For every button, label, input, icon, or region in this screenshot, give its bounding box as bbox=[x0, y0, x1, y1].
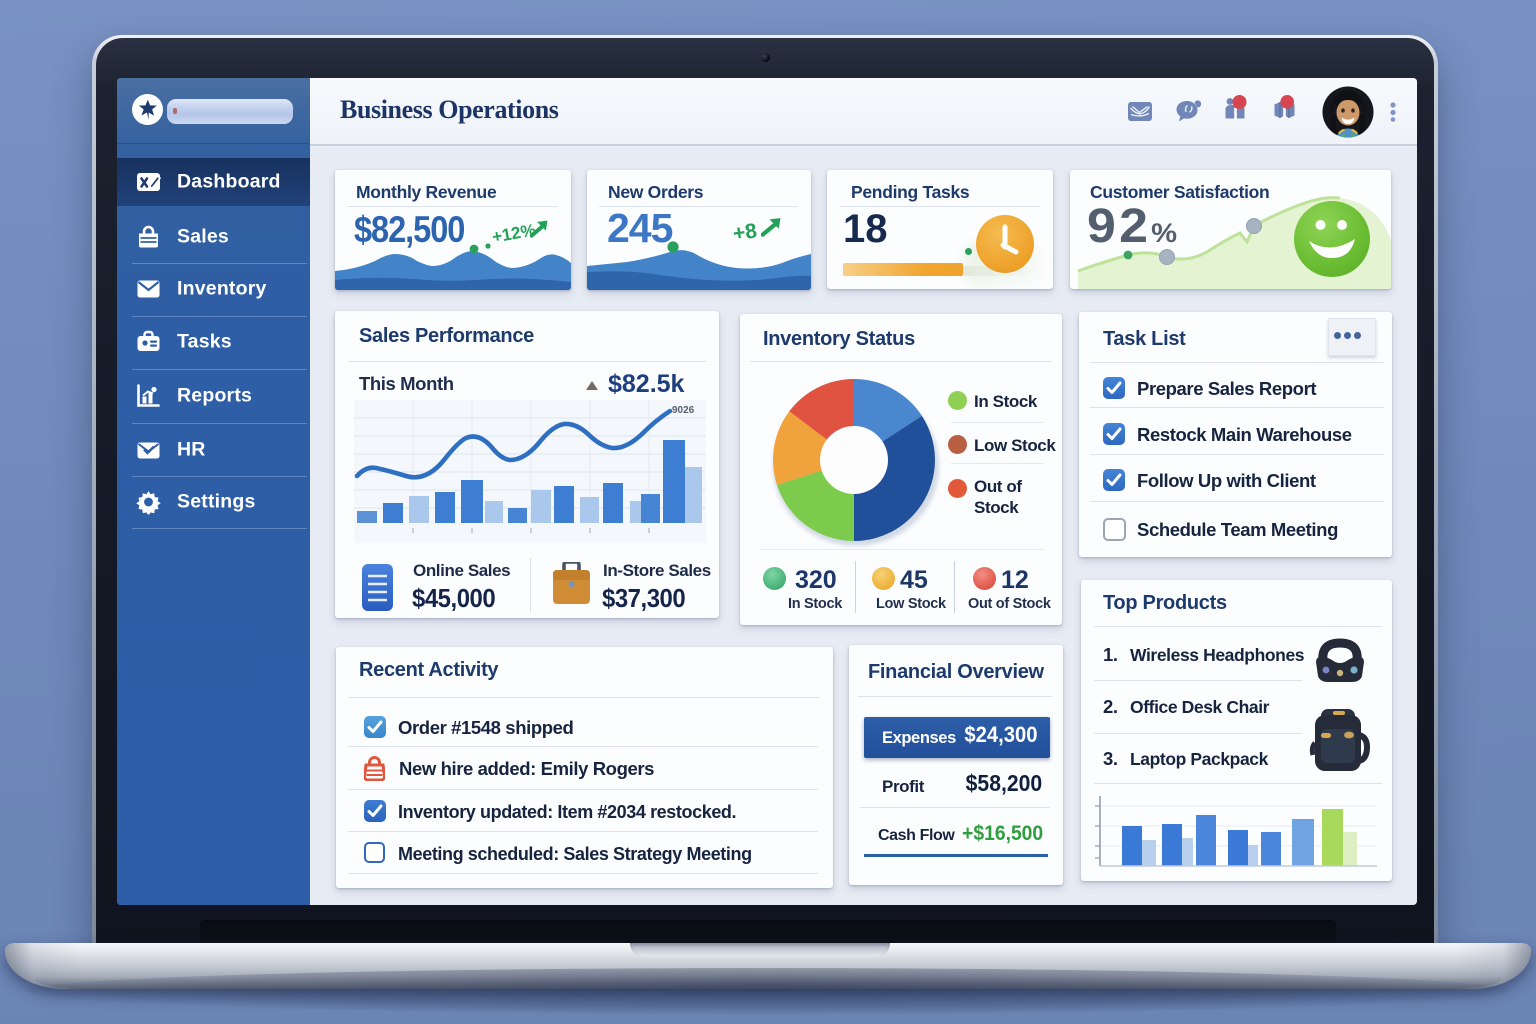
svg-text:9026: 9026 bbox=[672, 405, 695, 416]
